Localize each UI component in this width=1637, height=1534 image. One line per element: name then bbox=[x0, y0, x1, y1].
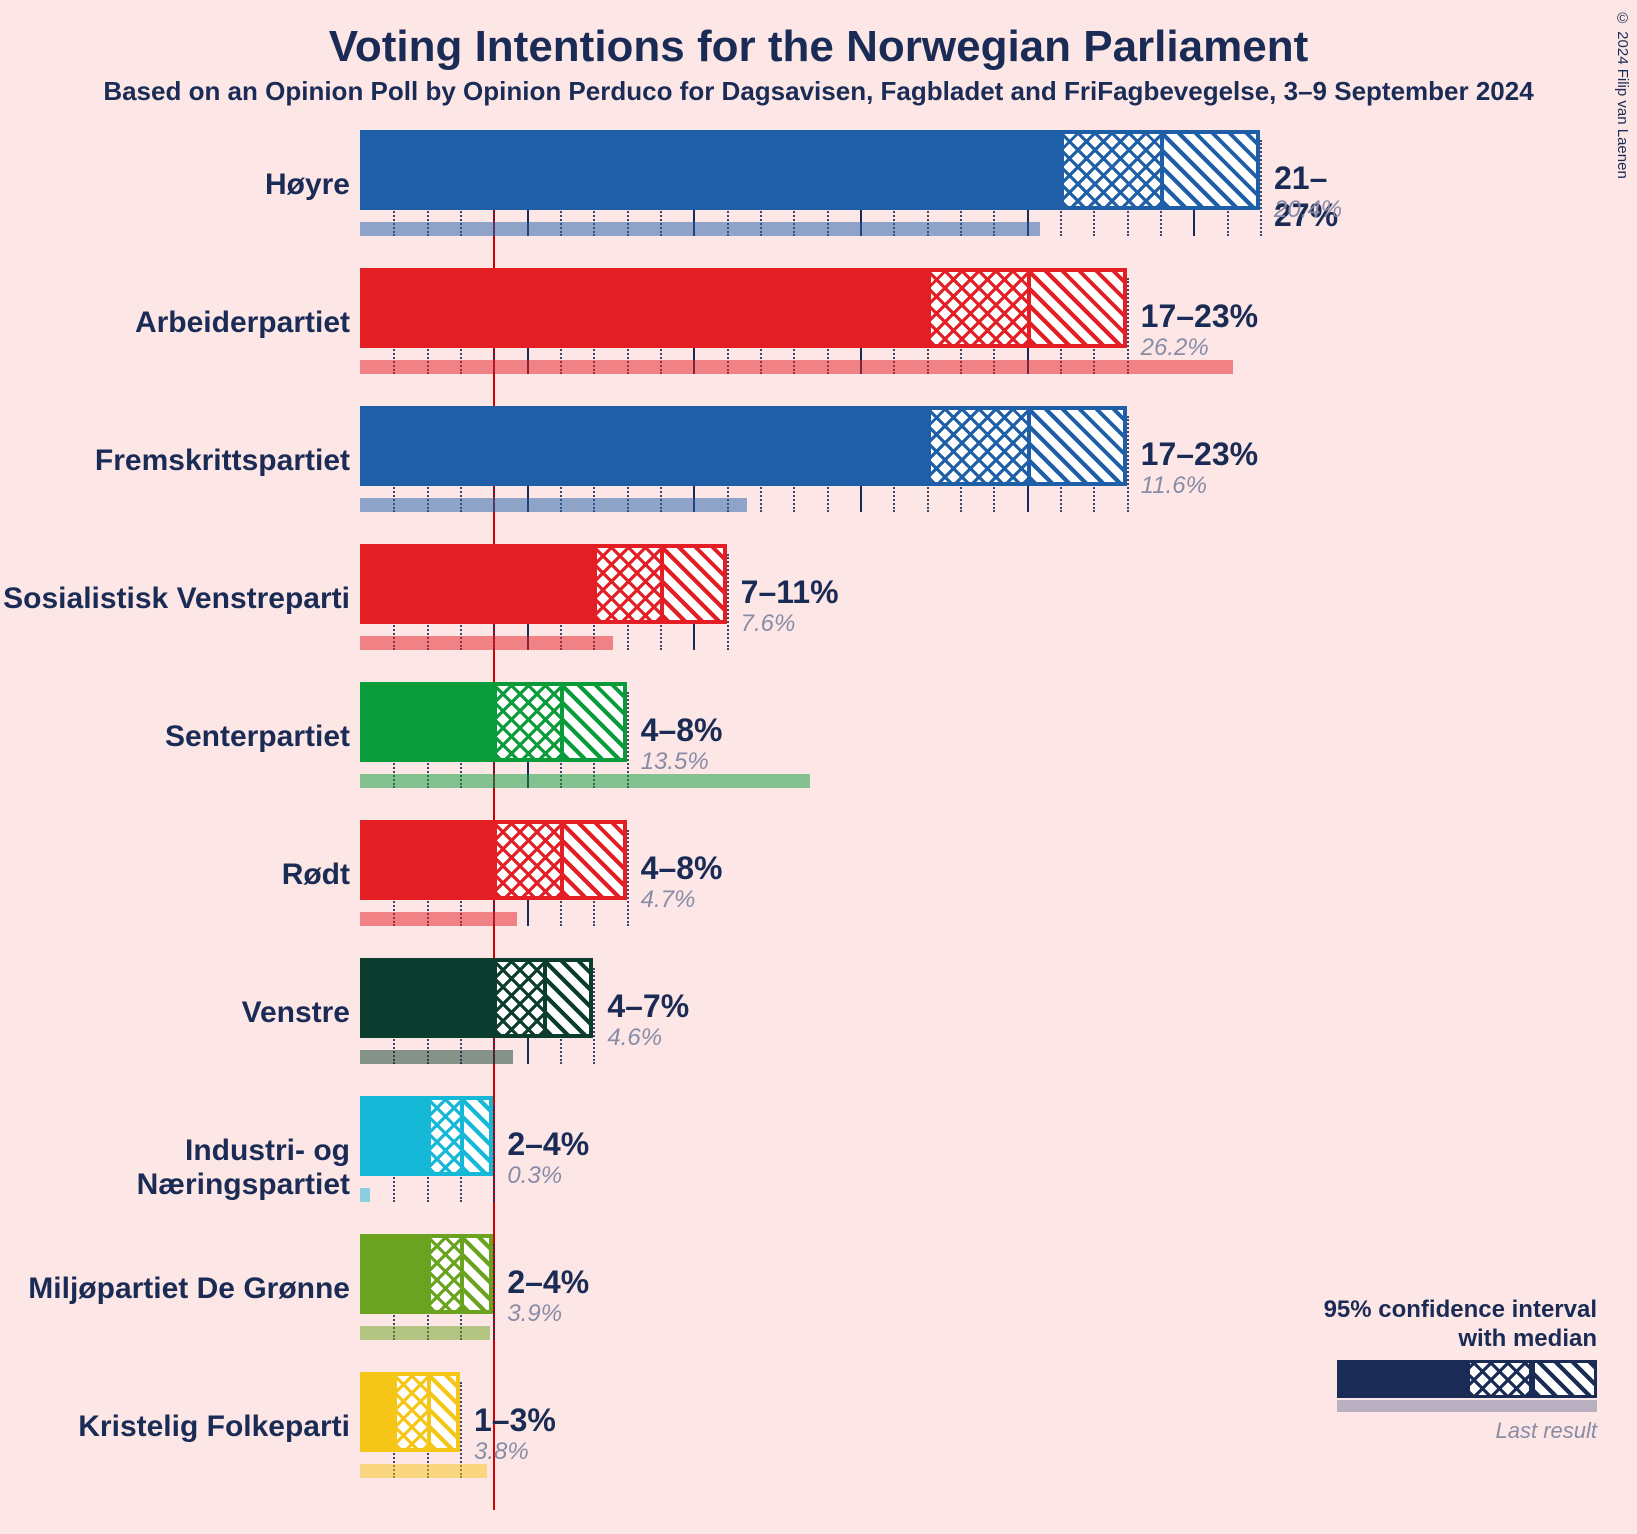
bar-median bbox=[393, 1372, 426, 1452]
range-label: 4–8% bbox=[641, 850, 723, 887]
bar-low bbox=[360, 820, 493, 900]
bar-high bbox=[1027, 406, 1127, 486]
bar-high bbox=[460, 1234, 493, 1314]
party-label: Kristelig Folkeparti bbox=[0, 1410, 350, 1444]
legend: 95% confidence interval with median Last… bbox=[1227, 1296, 1597, 1444]
bar-high bbox=[560, 820, 627, 900]
party-row: Sosialistisk Venstreparti7–11%7.6% bbox=[360, 544, 1360, 682]
last-result-label: 11.6% bbox=[1141, 472, 1207, 500]
bar-median bbox=[927, 406, 1027, 486]
party-row: Rødt4–8%4.7% bbox=[360, 820, 1360, 958]
legend-line-1: 95% confidence interval bbox=[1227, 1296, 1597, 1325]
bar-low bbox=[360, 1372, 393, 1452]
chart-area: Høyre21–27%20.4%Arbeiderpartiet17–23%26.… bbox=[360, 130, 1360, 1510]
party-row: Industri- og Næringspartiet2–4%0.3% bbox=[360, 1096, 1360, 1234]
last-result-label: 13.5% bbox=[641, 748, 709, 776]
bar-high bbox=[460, 1096, 493, 1176]
range-label: 17–23% bbox=[1141, 298, 1258, 335]
party-row: Senterpartiet4–8%13.5% bbox=[360, 682, 1360, 820]
legend-swatch bbox=[1337, 1360, 1597, 1398]
bar-low bbox=[360, 130, 1060, 210]
last-result-bar bbox=[360, 498, 747, 512]
last-result-bar bbox=[360, 360, 1233, 374]
bar-low bbox=[360, 682, 493, 762]
bar-median bbox=[427, 1234, 460, 1314]
bar-low bbox=[360, 268, 927, 348]
party-row: Høyre21–27%20.4% bbox=[360, 130, 1360, 268]
last-result-label: 3.8% bbox=[474, 1438, 529, 1466]
last-result-bar bbox=[360, 774, 810, 788]
range-label: 1–3% bbox=[474, 1402, 556, 1439]
range-label: 4–7% bbox=[607, 988, 689, 1025]
party-label: Høyre bbox=[0, 168, 350, 202]
party-label: Sosialistisk Venstreparti bbox=[0, 582, 350, 616]
bar-median bbox=[493, 820, 560, 900]
party-row: Arbeiderpartiet17–23%26.2% bbox=[360, 268, 1360, 406]
range-label: 17–23% bbox=[1141, 436, 1258, 473]
party-label: Rødt bbox=[0, 858, 350, 892]
last-result-bar bbox=[360, 1050, 513, 1064]
last-result-bar bbox=[360, 1188, 370, 1202]
last-result-bar bbox=[360, 222, 1040, 236]
party-label: Senterpartiet bbox=[0, 720, 350, 754]
bar-high bbox=[543, 958, 593, 1038]
last-result-bar bbox=[360, 1326, 490, 1340]
bar-high bbox=[1027, 268, 1127, 348]
last-result-label: 26.2% bbox=[1141, 334, 1209, 362]
legend-last-swatch bbox=[1337, 1400, 1597, 1412]
bar-median bbox=[493, 958, 543, 1038]
bar-low bbox=[360, 958, 493, 1038]
credit-text: © 2024 Filip van Laenen bbox=[1614, 10, 1631, 179]
last-result-bar bbox=[360, 636, 613, 650]
last-result-label: 4.7% bbox=[641, 886, 696, 914]
bar-median bbox=[593, 544, 660, 624]
last-result-label: 0.3% bbox=[507, 1162, 562, 1190]
range-label: 4–8% bbox=[641, 712, 723, 749]
range-label: 2–4% bbox=[507, 1126, 589, 1163]
party-row: Venstre4–7%4.6% bbox=[360, 958, 1360, 1096]
bar-low bbox=[360, 1234, 427, 1314]
last-result-label: 3.9% bbox=[507, 1300, 562, 1328]
legend-last-label: Last result bbox=[1227, 1418, 1597, 1444]
last-result-label: 7.6% bbox=[741, 610, 796, 638]
last-result-label: 20.4% bbox=[1274, 196, 1342, 224]
bar-median bbox=[927, 268, 1027, 348]
chart-subtitle: Based on an Opinion Poll by Opinion Perd… bbox=[0, 76, 1637, 107]
party-label: Arbeiderpartiet bbox=[0, 306, 350, 340]
bar-median bbox=[1060, 130, 1160, 210]
bar-high bbox=[1160, 130, 1260, 210]
party-label: Venstre bbox=[0, 996, 350, 1030]
party-row: Fremskrittspartiet17–23%11.6% bbox=[360, 406, 1360, 544]
party-label: Miljøpartiet De Grønne bbox=[0, 1272, 350, 1306]
bar-high bbox=[560, 682, 627, 762]
bar-low bbox=[360, 1096, 427, 1176]
last-result-bar bbox=[360, 1464, 487, 1478]
bar-median bbox=[493, 682, 560, 762]
last-result-bar bbox=[360, 912, 517, 926]
bar-median bbox=[427, 1096, 460, 1176]
legend-line-2: with median bbox=[1227, 1325, 1597, 1354]
party-row: Kristelig Folkeparti1–3%3.8% bbox=[360, 1372, 1360, 1510]
party-label: Fremskrittspartiet bbox=[0, 444, 350, 478]
party-row: Miljøpartiet De Grønne2–4%3.9% bbox=[360, 1234, 1360, 1372]
bar-low bbox=[360, 544, 593, 624]
bar-low bbox=[360, 406, 927, 486]
bar-high bbox=[660, 544, 727, 624]
chart-title: Voting Intentions for the Norwegian Parl… bbox=[0, 0, 1637, 72]
last-result-label: 4.6% bbox=[607, 1024, 662, 1052]
range-label: 2–4% bbox=[507, 1264, 589, 1301]
range-label: 7–11% bbox=[741, 574, 839, 611]
bar-high bbox=[427, 1372, 460, 1452]
party-label: Industri- og Næringspartiet bbox=[0, 1134, 350, 1202]
